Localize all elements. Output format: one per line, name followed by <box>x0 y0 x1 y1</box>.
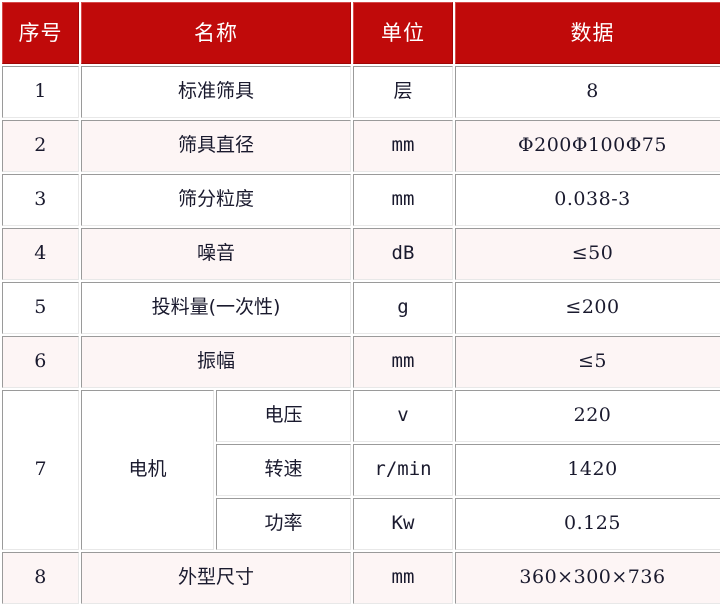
cell-unit: Kw <box>353 498 453 550</box>
cell-index: 5 <box>2 282 79 334</box>
cell-name: 标准筛具 <box>81 66 351 118</box>
header-index: 序号 <box>2 2 79 64</box>
cell-index: 8 <box>2 552 79 604</box>
cell-unit: g <box>353 282 453 334</box>
header-unit: 单位 <box>353 2 453 64</box>
header-data: 数据 <box>455 2 720 64</box>
table-row: 功率 Kw 0.125 <box>2 498 720 550</box>
cell-name: 筛分粒度 <box>81 174 351 226</box>
cell-data: 0.038-3 <box>455 174 720 226</box>
cell-name: 筛具直径 <box>81 120 351 172</box>
cell-unit: mm <box>353 174 453 226</box>
cell-data: 360×300×736 <box>455 552 720 604</box>
cell-index: 4 <box>2 228 79 280</box>
table-header: 序号 名称 单位 数据 <box>2 2 720 64</box>
table-row: 转速 r/min 1420 <box>2 444 720 496</box>
cell-subname: 转速 <box>216 444 351 496</box>
cell-index: 1 <box>2 66 79 118</box>
cell-data: Φ200Φ100Φ75 <box>455 120 720 172</box>
cell-unit: v <box>353 390 453 442</box>
table-row: 3 筛分粒度 mm 0.038-3 <box>2 174 720 226</box>
table-row: 7 电机 电压 v 220 <box>2 390 720 550</box>
table-row: 5 投料量(一次性) g ≤200 <box>2 282 720 334</box>
cell-subname: 电压 <box>216 390 351 442</box>
cell-unit: mm <box>353 120 453 172</box>
cell-index: 7 <box>2 390 79 550</box>
table-row: 8 外型尺寸 mm 360×300×736 <box>2 552 720 604</box>
cell-name: 噪音 <box>81 228 351 280</box>
cell-data: 1420 <box>455 444 720 496</box>
table-row: 2 筛具直径 mm Φ200Φ100Φ75 <box>2 120 720 172</box>
header-name: 名称 <box>81 2 351 64</box>
cell-unit: 层 <box>353 66 453 118</box>
cell-subname: 功率 <box>216 498 351 550</box>
cell-index: 3 <box>2 174 79 226</box>
cell-unit: r/min <box>353 444 453 496</box>
cell-unit: mm <box>353 552 453 604</box>
header-row: 序号 名称 单位 数据 <box>2 2 720 64</box>
table-row: 4 噪音 dB ≤50 <box>2 228 720 280</box>
cell-name: 投料量(一次性) <box>81 282 351 334</box>
cell-name: 振幅 <box>81 336 351 388</box>
table-body: 1 标准筛具 层 8 2 筛具直径 mm Φ200Φ100Φ75 3 筛分粒度 … <box>2 66 720 604</box>
cell-data: ≤200 <box>455 282 720 334</box>
cell-index: 6 <box>2 336 79 388</box>
cell-data: 8 <box>455 66 720 118</box>
table-row: 1 标准筛具 层 8 <box>2 66 720 118</box>
cell-data: ≤50 <box>455 228 720 280</box>
cell-data: 0.125 <box>455 498 720 550</box>
cell-motor-group: 电机 <box>81 390 214 550</box>
cell-index: 2 <box>2 120 79 172</box>
cell-unit: mm <box>353 336 453 388</box>
table-row: 6 振幅 mm ≤5 <box>2 336 720 388</box>
cell-unit: dB <box>353 228 453 280</box>
cell-name: 外型尺寸 <box>81 552 351 604</box>
cell-data: 220 <box>455 390 720 442</box>
cell-data: ≤5 <box>455 336 720 388</box>
